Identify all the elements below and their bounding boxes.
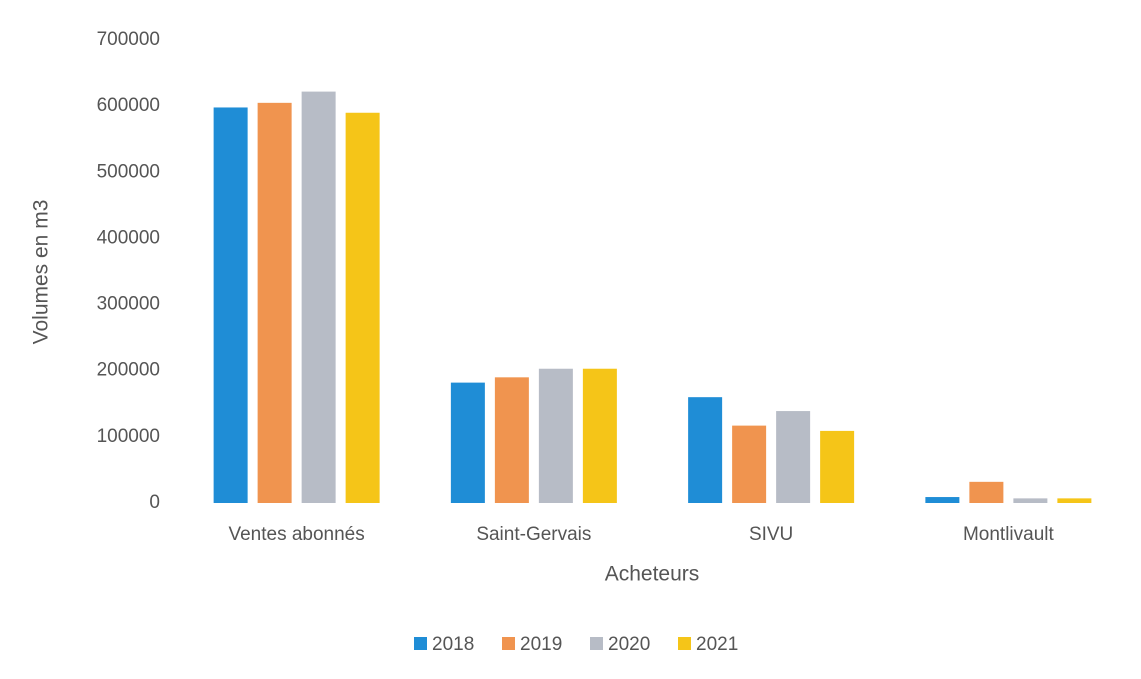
legend-label: 2018 bbox=[432, 634, 474, 655]
legend-label: 2020 bbox=[608, 634, 650, 655]
bar bbox=[450, 382, 485, 503]
bar bbox=[925, 497, 960, 503]
bar bbox=[1013, 498, 1048, 503]
bar bbox=[969, 481, 1004, 503]
y-tick-label: 100000 bbox=[97, 426, 160, 447]
bar bbox=[582, 368, 617, 503]
bar bbox=[213, 107, 248, 504]
y-tick-label: 700000 bbox=[97, 29, 160, 50]
y-tick-label: 200000 bbox=[97, 360, 160, 381]
bar bbox=[301, 91, 336, 503]
bar bbox=[257, 102, 292, 503]
y-tick-label: 500000 bbox=[97, 161, 160, 182]
x-tick-label: SIVU bbox=[749, 524, 793, 545]
bar bbox=[688, 397, 723, 503]
y-tick-label: 300000 bbox=[97, 294, 160, 315]
bar bbox=[494, 377, 529, 503]
x-tick-label: Montlivault bbox=[963, 524, 1055, 545]
y-tick-label: 400000 bbox=[97, 227, 160, 248]
y-tick-label: 600000 bbox=[97, 95, 160, 116]
legend-swatch bbox=[590, 637, 603, 650]
y-tick-label: 0 bbox=[149, 492, 160, 513]
x-axis-title: Acheteurs bbox=[605, 563, 700, 586]
y-axis-title: Volumes en m3 bbox=[30, 200, 53, 345]
bar bbox=[1057, 498, 1092, 503]
x-tick-label: Ventes abonnés bbox=[228, 524, 364, 545]
bar bbox=[538, 368, 573, 503]
bar bbox=[345, 112, 380, 503]
legend-swatch bbox=[502, 637, 515, 650]
bar bbox=[820, 430, 855, 503]
bar bbox=[776, 411, 811, 503]
bar bbox=[732, 425, 767, 503]
legend-swatch bbox=[414, 637, 427, 650]
legend-label: 2019 bbox=[520, 634, 562, 655]
legend-label: 2021 bbox=[696, 634, 738, 655]
legend-swatch bbox=[678, 637, 691, 650]
x-tick-label: Saint-Gervais bbox=[476, 524, 591, 545]
